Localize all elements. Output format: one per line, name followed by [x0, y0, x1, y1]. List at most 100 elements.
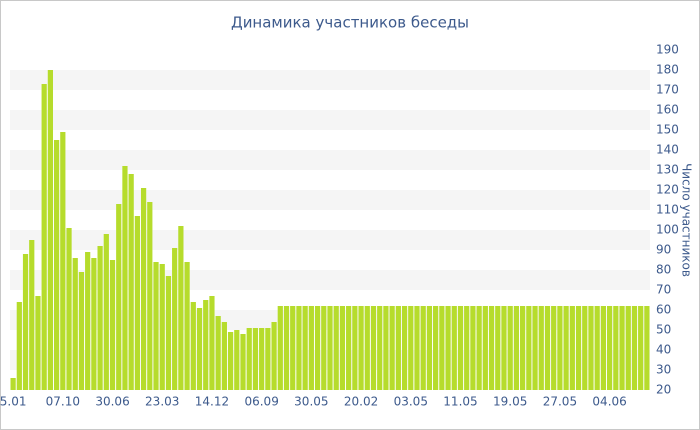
y-tick-label: 40: [656, 343, 671, 357]
bar: [215, 316, 221, 390]
bar: [445, 306, 451, 390]
bar: [631, 306, 638, 390]
bar: [128, 174, 134, 390]
bar: [296, 306, 302, 390]
bar: [644, 306, 650, 390]
bar: [501, 306, 507, 390]
bar: [613, 306, 619, 390]
bar: [377, 306, 383, 390]
bar: [482, 306, 488, 390]
bar: [140, 188, 147, 390]
bar: [551, 306, 557, 390]
bar: [66, 228, 72, 390]
bar: [538, 306, 544, 390]
y-tick-label: 60: [656, 303, 671, 317]
y-tick-label: 90: [656, 243, 671, 257]
bar: [619, 306, 625, 390]
bar: [557, 306, 563, 390]
bar: [252, 328, 259, 390]
x-tick-label: 04.06: [592, 395, 626, 409]
bar: [451, 306, 457, 390]
bar: [41, 84, 47, 390]
grid-band: [10, 230, 650, 250]
bar: [408, 306, 414, 390]
bar: [159, 264, 165, 390]
bar: [209, 296, 215, 390]
bar: [78, 272, 85, 390]
x-tick-label: 07.10: [46, 395, 80, 409]
bar: [190, 302, 196, 390]
bar: [333, 306, 339, 390]
bar: [526, 306, 532, 390]
y-tick-label: 150: [656, 123, 679, 137]
bar: [29, 240, 35, 390]
bar: [532, 306, 538, 390]
bar: [426, 306, 433, 390]
bar: [221, 322, 227, 390]
bar: [389, 306, 395, 390]
bar: [265, 328, 271, 390]
y-tick-label: 120: [656, 183, 679, 197]
x-tick-label: 06.09: [244, 395, 278, 409]
bar: [395, 306, 401, 390]
bar: [10, 378, 16, 390]
bar: [122, 166, 128, 390]
bar: [227, 332, 234, 390]
bar: [240, 334, 246, 390]
y-tick-label: 50: [656, 323, 671, 337]
bar: [308, 306, 314, 390]
grid-band: [10, 190, 650, 210]
bar: [178, 226, 184, 390]
x-tick-label: 11.05: [443, 395, 477, 409]
bar: [433, 306, 439, 390]
y-tick-label: 80: [656, 263, 671, 277]
x-tick-label: 14.12: [195, 395, 229, 409]
chart-title: Динамика участников беседы: [231, 14, 469, 32]
bar: [165, 276, 172, 390]
grid-band: [10, 110, 650, 130]
x-tick-label: 19.05: [493, 395, 527, 409]
bar: [575, 306, 582, 390]
bar: [339, 306, 346, 390]
bar: [16, 302, 22, 390]
bar: [116, 204, 122, 390]
y-axis-label: Число участников: [680, 163, 694, 277]
x-tick-label: 30.06: [95, 395, 129, 409]
y-tick-label: 180: [656, 63, 679, 77]
bar: [91, 258, 97, 390]
bar: [600, 306, 607, 390]
grid-band: [10, 70, 650, 90]
bar: [544, 306, 551, 390]
bar: [72, 258, 78, 390]
bar: [327, 306, 333, 390]
bar: [290, 306, 296, 390]
grid-band: [10, 150, 650, 170]
bar: [172, 248, 178, 390]
bar: [85, 252, 91, 390]
bar: [234, 330, 240, 390]
y-tick-label: 130: [656, 163, 679, 177]
bar: [246, 328, 252, 390]
bar: [203, 300, 209, 390]
bar: [109, 260, 116, 390]
bar: [594, 306, 600, 390]
bar: [370, 306, 377, 390]
bar: [53, 140, 60, 390]
y-tick-label: 140: [656, 143, 679, 157]
bar: [153, 262, 159, 390]
y-tick-label: 20: [656, 383, 671, 397]
bar: [464, 306, 470, 390]
bar: [383, 306, 389, 390]
bar: [314, 306, 321, 390]
bar: [97, 246, 103, 390]
x-tick-label: 27.05: [543, 395, 577, 409]
y-tick-label: 70: [656, 283, 671, 297]
bar: [277, 306, 283, 390]
x-tick-label: 03.05: [394, 395, 428, 409]
bar: [147, 202, 153, 390]
bar: [507, 306, 513, 390]
bar: [520, 306, 526, 390]
bar: [103, 234, 109, 390]
y-tick-label: 100: [656, 223, 679, 237]
bar: [364, 306, 370, 390]
